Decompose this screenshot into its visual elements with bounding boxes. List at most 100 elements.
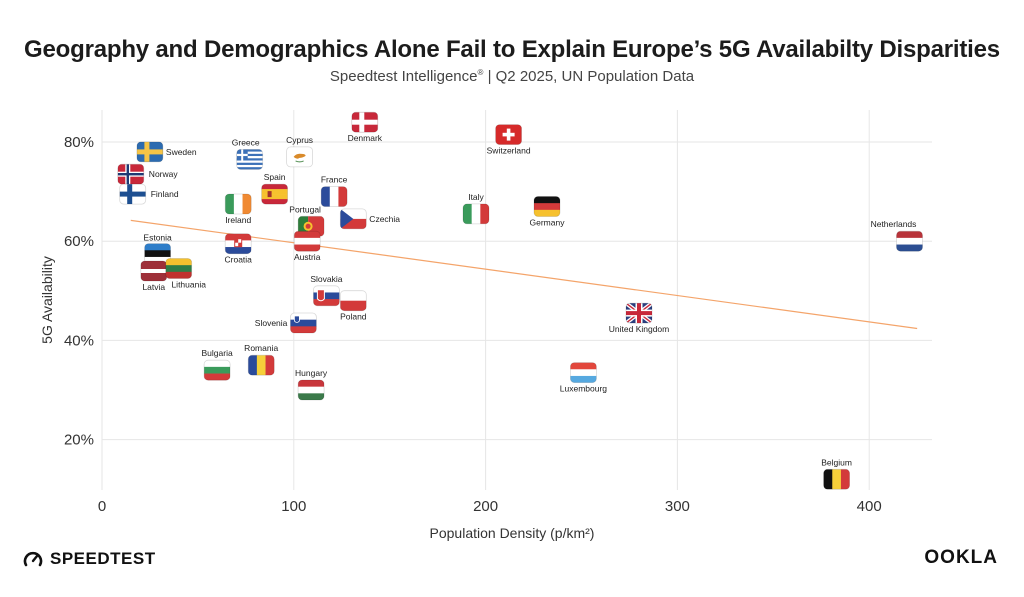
flag-slovenia-icon [290,313,317,333]
point-label: Romania [244,343,278,353]
point-label: Estonia [143,233,172,243]
point-label: Hungary [295,368,328,378]
point-label: Finland [151,189,179,199]
flag-bulgaria-icon [204,360,231,381]
flag-estonia-icon [144,243,171,264]
flag-italy-icon [463,203,489,224]
point-label: Germany [530,218,566,228]
x-axis-title: Population Density (p/km²) [430,525,595,541]
data-point-hungary: Hungary [295,368,328,401]
flag-slovakia-icon [313,285,340,306]
x-tick-label: 200 [473,498,498,515]
flag-luxembourg-icon [570,362,597,383]
flag-czechia-icon [340,208,367,229]
data-point-czechia: Czechia [339,208,400,230]
flag-greece-icon [236,149,263,170]
flag-belgium-icon [823,469,850,490]
point-label: Denmark [348,133,383,143]
flag-latvia-icon [140,261,167,281]
data-point-france: France [320,175,348,208]
data-points: Sweden Norway Finland Estonia Latvia Lithuani… [117,111,923,490]
data-point-romania: Romania [244,343,278,376]
gauge-icon [23,551,43,567]
data-point-belgium: Belgium [821,457,852,490]
point-label: Latvia [142,282,165,292]
point-label: Croatia [224,255,252,265]
flag-switzerland-icon [495,124,522,145]
subtitle-brand: Speedtest Intelligence [329,68,478,85]
axis-ticks: 0 100 200 300 400 20% 40% 60% 80% [64,134,882,515]
data-point-denmark: Denmark [348,111,383,143]
speedtest-logo: SPEEDTEST [22,548,156,570]
data-point-italy: Italy [462,192,490,225]
flag-spain-icon [261,184,288,205]
trendline [130,219,918,330]
flag-lithuania-icon [165,258,192,279]
point-label: Sweden [166,147,197,157]
x-tick-label: 0 [98,498,106,515]
point-label: Poland [340,312,367,322]
data-point-slovakia: Slovakia [310,274,343,307]
x-tick-label: 300 [665,498,690,515]
point-label: Luxembourg [560,384,608,394]
point-label: Greece [232,137,260,147]
chart-subtitle: Speedtest Intelligence® | Q2 2025, UN Po… [0,68,1024,85]
flag-cyprus-icon [286,146,313,167]
flag-croatia-icon [225,233,252,254]
point-label: France [321,175,348,185]
data-point-netherlands: Netherlands [871,219,923,252]
flag-austria-icon [294,231,321,252]
point-label: Spain [264,172,286,182]
data-point-switzerland: Switzerland [487,124,531,156]
y-tick-label: 20% [64,432,94,449]
grid-lines [101,110,932,490]
ookla-logo: OOKLA [924,547,998,568]
x-tick-label: 400 [857,498,882,515]
point-label: Netherlands [871,219,917,229]
data-point-greece: Greece [232,137,264,170]
point-label: Portugal [289,204,321,214]
flag-sweden-icon [136,141,163,162]
flag-romania-icon [248,355,275,376]
data-point-norway: Norway [117,163,179,185]
point-label: Cyprus [286,135,313,145]
flag-france-icon [321,186,348,207]
data-point-lithuania: Lithuania [165,258,206,290]
speedtest-wordmark: SPEEDTEST [50,549,156,568]
flag-ireland-icon [225,194,252,214]
trendline-group [130,219,918,330]
data-point-germany: Germany [530,196,566,228]
y-tick-label: 60% [64,233,94,250]
data-point-united-kingdom: United Kingdom [609,302,669,334]
flag-united-kingdom-icon [626,303,652,324]
registered-mark: ® [477,68,484,77]
data-point-cyprus: Cyprus [286,135,313,168]
point-label: Austria [294,252,321,262]
x-tick-label: 100 [281,498,306,515]
flag-hungary-icon [298,380,325,400]
data-point-poland: Poland [339,290,367,322]
point-label: Ireland [225,215,251,225]
point-label: Slovakia [310,274,342,284]
data-point-finland: Finland [119,183,179,205]
point-label: Belgium [821,457,852,467]
data-point-spain: Spain [261,172,289,205]
flag-denmark-icon [351,112,378,133]
data-point-ireland: Ireland [224,193,252,225]
point-label: Slovenia [255,318,288,328]
flag-norway-icon [117,164,144,185]
data-point-croatia: Croatia [224,233,252,265]
data-point-latvia: Latvia [140,260,168,292]
flag-netherlands-icon [896,231,923,252]
point-label: Switzerland [487,146,531,156]
point-label: Lithuania [171,280,206,290]
data-point-austria: Austria [293,230,321,262]
flag-finland-icon [119,184,146,205]
point-label: Czechia [369,214,400,224]
chart-title: Geography and Demographics Alone Fail to… [24,36,1000,63]
data-point-luxembourg: Luxembourg [560,362,608,394]
flag-germany-icon [534,196,560,217]
point-label: Bulgaria [202,348,233,358]
point-label: Norway [149,169,179,179]
